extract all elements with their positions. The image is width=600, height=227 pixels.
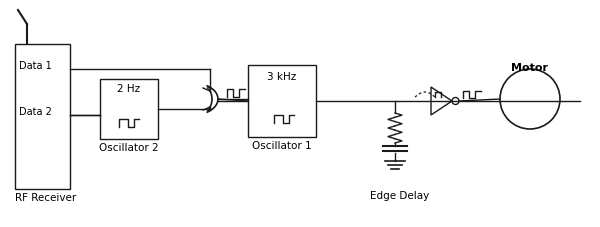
Bar [15, 44, 70, 189]
Text: Data 1: Data 1 [19, 61, 52, 71]
Bar [248, 65, 316, 137]
Text: Oscillator 2: Oscillator 2 [99, 143, 159, 153]
Text: Data 2: Data 2 [19, 107, 52, 117]
Bar [100, 79, 158, 139]
Text: RF Receiver: RF Receiver [15, 193, 76, 203]
Text: Edge Delay: Edge Delay [370, 191, 430, 201]
Text: 3 kHz: 3 kHz [268, 72, 296, 82]
Text: Motor: Motor [511, 63, 548, 73]
Text: 2 Hz: 2 Hz [118, 84, 140, 94]
Text: Oscillator 1: Oscillator 1 [252, 141, 312, 151]
